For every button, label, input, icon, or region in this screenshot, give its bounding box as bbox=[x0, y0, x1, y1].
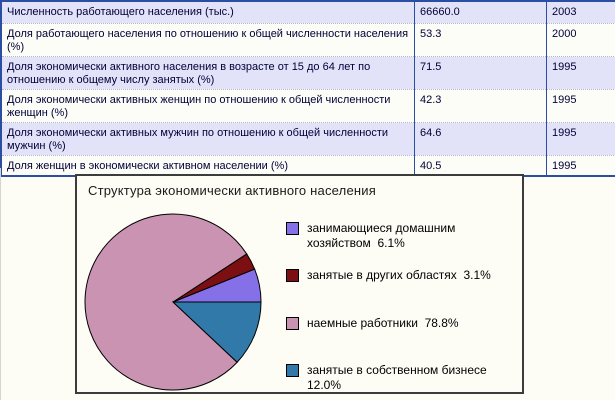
metric-value-cell: 40.5 bbox=[414, 155, 547, 176]
legend-label: занятые в собственном бизнесе 12.0% bbox=[307, 363, 494, 392]
metric-label-cell: Доля женщин в экономически активном насе… bbox=[1, 155, 415, 176]
metric-value-cell: 66660.0 bbox=[414, 1, 547, 24]
legend-value: 6.1% bbox=[377, 236, 405, 250]
legend-item: наемные работники 78.8% bbox=[286, 316, 522, 331]
table-row: Доля женщин в экономически активном насе… bbox=[1, 155, 615, 176]
legend-label: занятые в других областях 3.1% bbox=[307, 268, 491, 282]
legend-swatch bbox=[286, 222, 299, 235]
metric-value-cell: 64.6 bbox=[414, 122, 547, 156]
chart-title: Структура экономически активного населен… bbox=[88, 183, 376, 198]
legend-swatch bbox=[286, 269, 299, 282]
table-row: Доля экономически активных женщин по отн… bbox=[1, 89, 615, 123]
chart-legend: занимающиеся домашним хозяйством 6.1% зан… bbox=[77, 176, 522, 392]
chart-panel: Структура экономически активного населен… bbox=[75, 174, 524, 394]
legend-swatch bbox=[286, 364, 299, 377]
pie-slice bbox=[171, 301, 262, 363]
legend-item: занятые в других областях 3.1% bbox=[286, 268, 522, 283]
metric-year-cell: 2000 bbox=[546, 23, 615, 57]
pie-slice bbox=[84, 213, 248, 391]
metric-year-cell: 1995 bbox=[546, 56, 615, 90]
table-row: Доля работающего населения по отношению … bbox=[1, 23, 615, 57]
legend-item: занимающиеся домашним хозяйством 6.1% bbox=[286, 221, 522, 251]
table-row: Доля экономически активного населения в … bbox=[1, 56, 615, 90]
pie-chart bbox=[84, 213, 262, 391]
legend-swatch bbox=[286, 317, 299, 330]
metric-year-cell: 1995 bbox=[546, 89, 615, 123]
metric-label-cell: Доля экономически активного населения в … bbox=[1, 56, 415, 90]
table-row: Численность работающего населения (тыс.)… bbox=[1, 1, 615, 24]
stats-table: Численность работающего населения (тыс.)… bbox=[0, 0, 615, 177]
legend-item: занятые в собственном бизнесе 12.0% bbox=[286, 363, 522, 393]
metric-label-cell: Доля экономически активных женщин по отн… bbox=[1, 89, 415, 123]
metric-value-cell: 53.3 bbox=[414, 23, 547, 57]
metric-year-cell: 1995 bbox=[546, 155, 615, 176]
legend-value: 12.0% bbox=[307, 378, 342, 392]
legend-label: наемные работники 78.8% bbox=[307, 316, 459, 330]
table-row: Доля экономически активных мужчин по отн… bbox=[1, 122, 615, 156]
metric-year-cell: 2003 bbox=[546, 1, 615, 24]
metric-label-cell: Доля экономически активных мужчин по отн… bbox=[1, 122, 415, 156]
metric-value-cell: 71.5 bbox=[414, 56, 547, 90]
legend-value: 3.1% bbox=[463, 268, 491, 282]
window-edge bbox=[0, 168, 1, 400]
metric-year-cell: 1995 bbox=[546, 122, 615, 156]
legend-value: 78.8% bbox=[424, 316, 459, 330]
metric-label-cell: Численность работающего населения (тыс.) bbox=[7, 6, 234, 18]
metric-value-cell: 42.3 bbox=[414, 89, 547, 123]
metric-label-cell: Доля работающего населения по отношению … bbox=[1, 23, 415, 57]
legend-label: занимающиеся домашним хозяйством 6.1% bbox=[307, 221, 459, 250]
